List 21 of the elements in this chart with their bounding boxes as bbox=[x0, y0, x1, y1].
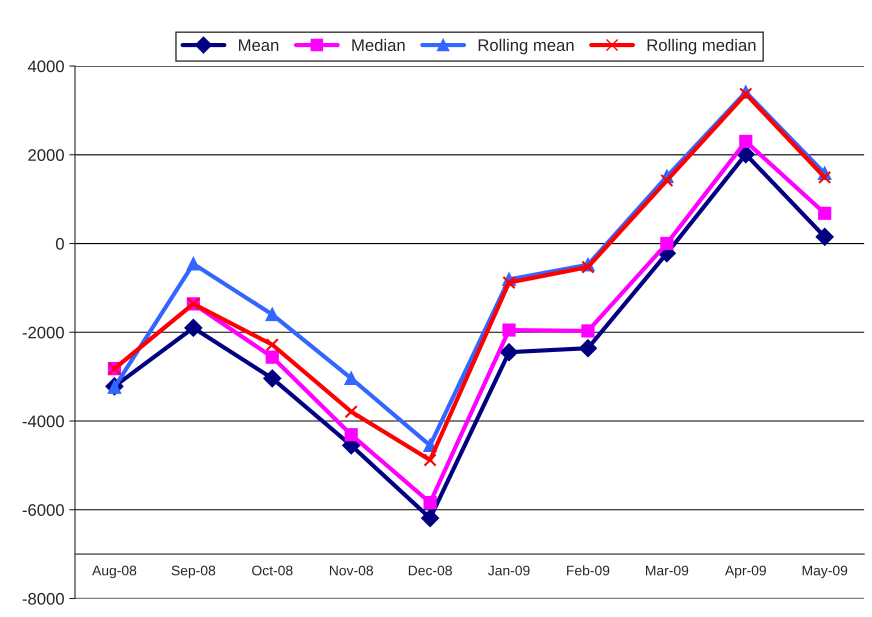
x-tick-label: Apr-09 bbox=[724, 566, 766, 578]
x-tick-label: Aug-08 bbox=[92, 566, 136, 578]
x-tick-label: Mar-09 bbox=[646, 566, 688, 576]
legend-label: Rolling mean bbox=[478, 38, 574, 54]
y-tick-label: 0 bbox=[56, 238, 64, 250]
y-tick-label: 2000 bbox=[28, 149, 64, 161]
x-tick-label: May-09 bbox=[802, 566, 848, 578]
y-tick-label: -2000 bbox=[22, 326, 64, 338]
y-tick-label: -6000 bbox=[22, 504, 64, 516]
x-tick-label: Sep-08 bbox=[172, 566, 216, 578]
x-tick-label: Nov-08 bbox=[330, 566, 373, 576]
x-tick-label: Feb-09 bbox=[567, 565, 610, 576]
legend-label: Median bbox=[352, 38, 405, 52]
x-tick-label: Oct-08 bbox=[252, 566, 293, 576]
legend-label: Mean bbox=[239, 39, 278, 52]
y-tick-label: -4000 bbox=[22, 415, 64, 428]
x-tick-label: Dec-08 bbox=[408, 566, 452, 576]
y-tick-label: -8000 bbox=[22, 592, 64, 605]
y-tick-label: 4000 bbox=[28, 60, 64, 72]
x-tick-label: Jan-09 bbox=[488, 566, 530, 576]
legend-label: Rolling median bbox=[648, 38, 756, 54]
